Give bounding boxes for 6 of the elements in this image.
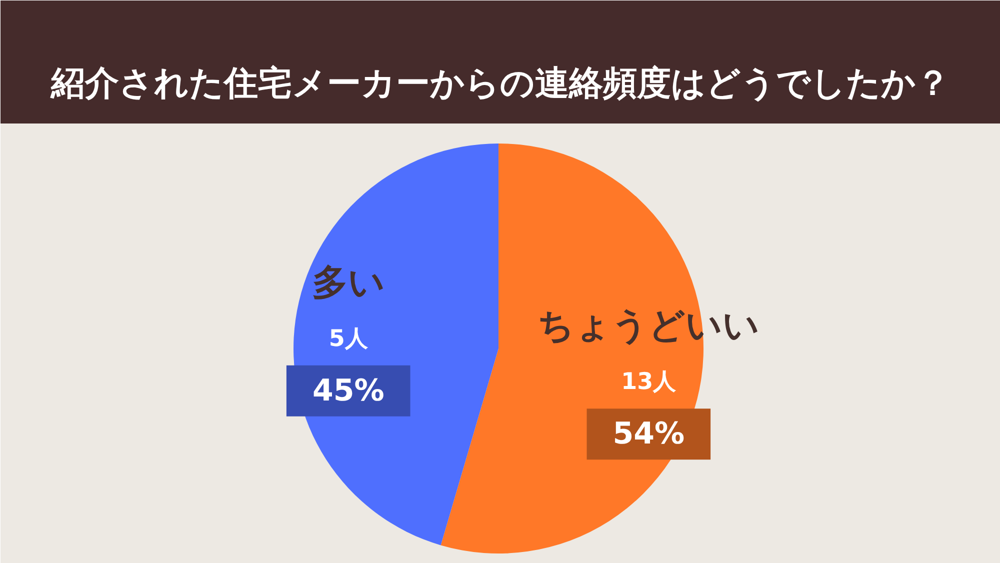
data-label: 45% xyxy=(312,373,384,408)
text: 13人 xyxy=(621,369,676,396)
text: 5人 xyxy=(328,326,368,352)
data-label: 54% xyxy=(612,416,685,452)
slice-label: 多い xyxy=(312,262,385,304)
chart-title: 紹介された住宅メーカーからの連絡頻度はどうでしたか？ xyxy=(50,64,950,104)
